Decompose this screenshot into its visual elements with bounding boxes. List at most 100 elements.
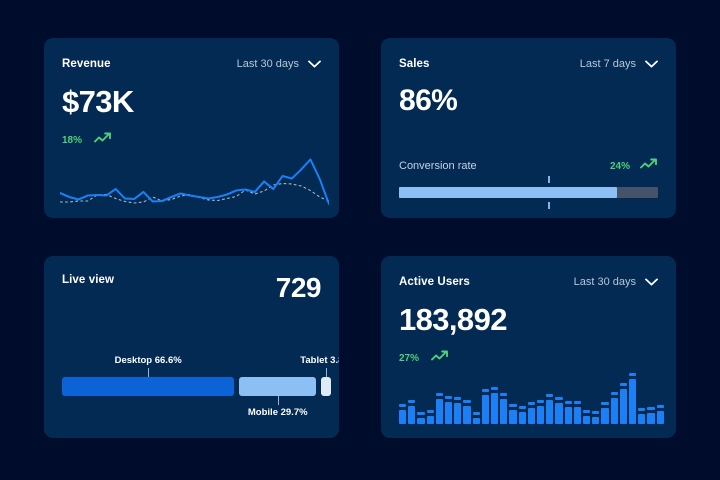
segment-leader-line — [326, 368, 328, 377]
bar-body — [555, 402, 563, 424]
active-users-card-header: Active Users Last 30 days — [399, 274, 658, 290]
bar-body — [546, 399, 554, 424]
bar-cap — [619, 382, 628, 386]
bar-cap — [647, 407, 655, 411]
bar-cap — [555, 396, 563, 400]
bar-cap — [527, 401, 536, 405]
active-users-range-selector[interactable]: Last 30 days — [574, 273, 658, 291]
bar-column — [656, 368, 664, 424]
sales-range-selector[interactable]: Last 7 days — [580, 55, 658, 73]
chevron-down-icon — [645, 55, 658, 73]
revenue-range-label: Last 30 days — [236, 58, 299, 70]
bar-column — [500, 368, 508, 424]
revenue-range-selector[interactable]: Last 30 days — [237, 55, 321, 73]
bar-cap — [454, 396, 462, 400]
revenue-metric: $73K — [62, 84, 134, 119]
live-view-metric: 729 — [275, 272, 322, 303]
bar-body — [638, 414, 646, 424]
bar-column — [491, 368, 499, 424]
live-view-breakdown: Desktop 66.6% Mobile 29.7% Tablet 3.8% — [62, 351, 339, 422]
bar-cap — [564, 400, 572, 404]
bar-body — [564, 406, 572, 424]
trending-up-icon — [640, 157, 658, 175]
trending-up-icon — [94, 131, 112, 149]
segment-leader-line — [148, 368, 150, 377]
bar-cap — [417, 411, 425, 415]
sales-card-header: Sales Last 7 days — [399, 56, 658, 72]
chevron-down-icon — [308, 55, 321, 73]
bar-column — [573, 368, 582, 424]
bar-cap — [610, 391, 618, 395]
live-view-segment-bar: Desktop 66.6% Mobile 29.7% Tablet 3.8% — [62, 355, 339, 418]
bar-body — [399, 410, 407, 424]
bar-cap — [509, 404, 517, 407]
bar-body — [527, 407, 536, 424]
bar-column — [619, 368, 628, 424]
bar-cap — [601, 401, 609, 405]
bar-cap — [408, 399, 416, 403]
bar-column — [399, 368, 407, 424]
bar-body — [491, 393, 499, 424]
bar-column — [583, 368, 591, 424]
bar-column — [638, 368, 646, 424]
bar-body — [435, 399, 444, 424]
card-active-users: Active Users Last 30 days 183,892 27% — [381, 256, 676, 438]
segment-label-mobile: Mobile 29.7% — [247, 407, 308, 418]
conversion-rate-marker-top — [548, 176, 551, 183]
bar-cap — [518, 406, 526, 410]
bar-cap — [573, 401, 582, 405]
sales-title: Sales — [399, 58, 430, 70]
conversion-rate-header: Conversion rate 24% — [399, 157, 658, 175]
segment-leader-line — [277, 396, 279, 405]
conversion-rate-block: Conversion rate 24% — [399, 157, 658, 209]
bar-body — [426, 415, 434, 424]
bar-cap — [472, 411, 480, 415]
segment-label-desktop: Desktop 66.6% — [114, 355, 182, 366]
bar-column — [472, 368, 480, 424]
bar-column — [610, 368, 618, 424]
conversion-rate-label: Conversion rate — [399, 160, 477, 172]
live-view-segment-desktop[interactable]: Desktop 66.6% — [62, 355, 235, 396]
active-users-bar-chart — [399, 368, 664, 424]
bar-column — [445, 368, 453, 424]
trending-up-icon — [431, 349, 449, 367]
active-users-trend: 27% — [399, 349, 658, 367]
bar-cap — [537, 399, 545, 403]
bar-cap — [445, 396, 453, 400]
conversion-rate-percent: 24% — [609, 160, 630, 172]
live-view-segment-mobile[interactable]: Mobile 29.7% — [239, 377, 317, 418]
bar-column — [518, 368, 526, 424]
bar-body — [445, 402, 453, 424]
bar-column — [537, 368, 545, 424]
bar-body — [619, 388, 628, 424]
bar-body — [408, 405, 416, 424]
bar-body — [472, 417, 480, 424]
conversion-rate-fill — [399, 187, 617, 198]
bar-cap — [481, 389, 490, 393]
bar-body — [518, 412, 526, 424]
bar-column — [408, 368, 416, 424]
bar-body — [610, 397, 618, 424]
bar-cap — [463, 400, 471, 404]
bar-body — [573, 407, 582, 424]
conversion-rate-trend: 24% — [610, 157, 658, 175]
active-users-title: Active Users — [399, 276, 470, 288]
bar-cap — [638, 408, 646, 412]
conversion-rate-progressbar[interactable] — [399, 176, 658, 209]
bar-column — [647, 368, 655, 424]
bar-body — [509, 410, 517, 424]
bar-cap — [546, 393, 554, 397]
bar-body — [500, 399, 508, 424]
sales-range-label: Last 7 days — [579, 58, 636, 70]
revenue-trend: 18% — [62, 131, 321, 149]
bar-cap — [583, 409, 591, 413]
active-users-trend-percent: 27% — [399, 352, 420, 364]
live-view-segment-tablet[interactable]: Tablet 3.8% — [300, 355, 339, 396]
bar-body — [592, 416, 600, 424]
bar-cap — [500, 393, 508, 397]
card-live-view: Live view 729 Desktop 66.6% Mobile 29.7% T… — [44, 256, 339, 438]
conversion-rate-marker-bottom — [548, 202, 551, 209]
bar-body — [463, 406, 471, 424]
bar-column — [481, 368, 490, 424]
